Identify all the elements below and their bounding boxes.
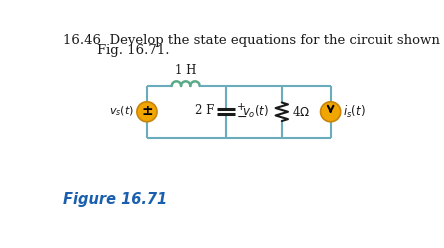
Text: −: −	[237, 111, 247, 124]
Text: +: +	[237, 102, 246, 112]
Text: $i_s(t)$: $i_s(t)$	[343, 104, 366, 120]
Text: 2 F: 2 F	[195, 104, 214, 117]
Text: 16.46  Develop the state equations for the circuit shown in: 16.46 Develop the state equations for th…	[63, 34, 444, 47]
Text: Fig. 16.71.: Fig. 16.71.	[63, 44, 170, 57]
Circle shape	[321, 102, 341, 122]
Text: Figure 16.71: Figure 16.71	[63, 192, 167, 207]
Text: $v_s(t)$: $v_s(t)$	[110, 104, 135, 118]
Circle shape	[137, 102, 157, 122]
Text: 1 H: 1 H	[175, 64, 196, 77]
Text: 4$\Omega$: 4$\Omega$	[292, 105, 310, 119]
Text: $v_o(t)$: $v_o(t)$	[242, 104, 270, 120]
Text: ±: ±	[141, 104, 153, 118]
